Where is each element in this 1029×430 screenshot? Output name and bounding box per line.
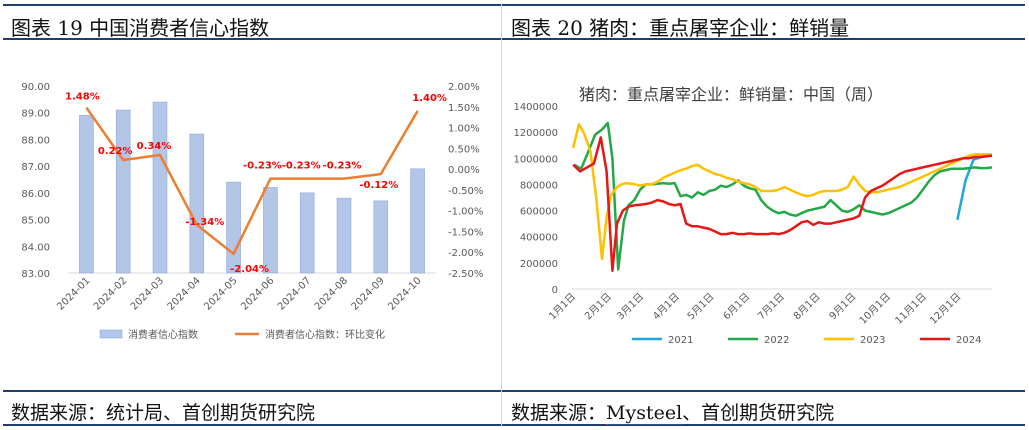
bar — [189, 133, 205, 274]
left-axis-tick-label: 83.00 — [21, 269, 50, 280]
bar — [410, 168, 425, 274]
x-axis-tick-label: 2月1日 — [582, 291, 614, 323]
right-panel-title: 图表 20 猪肉：重点屠宰企业：鲜销量 — [511, 16, 850, 40]
legend-label-2024: 2024 — [956, 335, 981, 346]
x-axis-tick-label: 10月1日 — [857, 291, 893, 327]
consumer-confidence-chart: 90.00 89.00 88.00 87.00 86.00 85.00 84.00 83.00… — [21, 82, 483, 341]
left-axis-tick-label: 87.00 — [21, 162, 50, 173]
x-axis-tick-label: 2024-02 — [92, 275, 129, 312]
figure-frame: 图表 19 中国消费者信心指数 图表 20 猪肉：重点屠宰企业：鲜销量 数据来源… — [3, 4, 1025, 426]
right-axis-tick-label: -1.00% — [448, 207, 483, 218]
y-axis-tick-label: 1400000 — [513, 102, 558, 113]
legend-label-bar: 消费者信心指数 — [128, 328, 198, 341]
x-axis-tick-label: 8月1日 — [791, 291, 823, 323]
series-line-2024 — [572, 136, 993, 272]
source-rule — [3, 390, 1025, 392]
legend-label-2021: 2021 — [668, 335, 693, 346]
x-axis-tick-label: 2024-05 — [202, 275, 239, 312]
x-axis-tick-label: 2024-09 — [350, 275, 387, 312]
right-axis-tick-label: 2.00% — [448, 82, 480, 93]
x-axis-tick-label: 4月1日 — [650, 291, 682, 323]
data-label: -0.23% — [323, 161, 362, 172]
data-label: 1.40% — [412, 93, 447, 104]
x-axis-tick-label: 6月1日 — [721, 291, 753, 323]
left-axis-tick-label: 85.00 — [21, 216, 50, 227]
y-axis-tick-label: 600000 — [520, 207, 558, 218]
y-axis-tick-label: 0 — [552, 285, 558, 296]
bar — [79, 115, 94, 274]
x-axis-tick-label: 9月1日 — [827, 291, 859, 323]
data-label: -0.23% — [243, 161, 282, 172]
x-axis-tick-label: 2024-08 — [313, 275, 350, 312]
left-axis-tick-label: 89.00 — [21, 109, 50, 120]
top-rule — [3, 4, 1025, 6]
right-axis-tick-label: -2.00% — [448, 248, 483, 259]
right-axis-tick-label: 0.00% — [448, 165, 480, 176]
title-rule — [3, 38, 1025, 40]
y-axis-tick-label: 1000000 — [513, 154, 558, 165]
legend-label-2023: 2023 — [860, 335, 885, 346]
panel-divider — [501, 4, 502, 426]
left-axis-tick-label: 90.00 — [21, 82, 50, 93]
right-axis-tick-label: 1.00% — [448, 124, 480, 135]
x-axis-tick-label: 2024-03 — [129, 275, 166, 312]
right-axis-tick-label: -1.50% — [448, 227, 483, 238]
data-label: -0.12% — [359, 180, 398, 191]
legend-label-2022: 2022 — [764, 335, 789, 346]
data-label: 0.34% — [137, 141, 172, 152]
source-prefix: 数据来源： — [511, 402, 607, 424]
left-axis-tick-label: 88.00 — [21, 135, 50, 146]
left-axis-tick-label: 86.00 — [21, 189, 50, 200]
y-axis-tick-label: 400000 — [520, 233, 558, 244]
left-panel-title: 图表 19 中国消费者信心指数 — [11, 16, 270, 40]
right-axis-tick-label: -2.50% — [448, 269, 483, 280]
x-axis-tick-label: 2024-01 — [55, 275, 92, 312]
pork-sales-chart: 猪肉：重点屠宰企业：鲜销量：中国（周） 1400000 1200000 1000000… — [513, 85, 993, 346]
bar — [152, 101, 168, 274]
bar — [373, 200, 389, 274]
legend-swatch-bar — [99, 329, 123, 339]
bar — [299, 192, 315, 274]
series-line-mom-change — [85, 106, 419, 256]
series-line-2023 — [571, 123, 992, 261]
x-axis-tick-label: 7月1日 — [755, 291, 787, 323]
x-axis-tick-label: 3月1日 — [615, 291, 647, 323]
data-label: 1.48% — [65, 92, 100, 103]
bar — [115, 109, 131, 274]
data-label: 0.22% — [98, 146, 133, 157]
x-axis-tick-label: 2024-04 — [166, 275, 203, 312]
bar — [226, 181, 241, 274]
x-axis-tick-label: 2024-10 — [386, 275, 423, 312]
series-line-2022 — [573, 121, 993, 271]
y-axis-tick-label: 1200000 — [513, 128, 558, 139]
bar — [263, 187, 278, 274]
x-axis-tick-label: 12月1日 — [927, 291, 963, 327]
data-label: -0.23% — [282, 161, 321, 172]
legend-label-line: 消费者信心指数：环比变化 — [265, 328, 385, 341]
source-suffix: 、首创期货研究院 — [682, 402, 835, 424]
right-axis-tick-label: -0.50% — [448, 186, 483, 197]
y-axis-tick-label: 800000 — [520, 180, 558, 191]
left-axis-tick-label: 84.00 — [21, 242, 50, 253]
y-axis-tick-label: 200000 — [520, 259, 558, 270]
right-axis-tick-label: 0.50% — [448, 144, 480, 155]
x-axis-tick-label: 2024-06 — [239, 275, 276, 312]
x-axis-tick-label: 11月1日 — [893, 291, 929, 327]
bottom-rule — [3, 424, 1025, 426]
chart-title: 猪肉：重点屠宰企业：鲜销量：中国（周） — [579, 85, 883, 104]
source-brand: Mysteel — [606, 402, 683, 425]
right-panel-source: 数据来源：Mysteel、首创期货研究院 — [511, 398, 834, 425]
series-line-2021 — [956, 154, 990, 220]
x-axis-tick-label: 5月1日 — [685, 291, 717, 323]
bar — [336, 197, 352, 274]
data-label: -1.34% — [185, 217, 224, 228]
data-label: -2.04% — [230, 264, 269, 275]
x-axis-tick-label: 2024-07 — [276, 275, 313, 312]
right-axis-tick-label: 1.50% — [448, 103, 480, 114]
left-panel-source: 数据来源：统计局、首创期货研究院 — [11, 402, 316, 424]
